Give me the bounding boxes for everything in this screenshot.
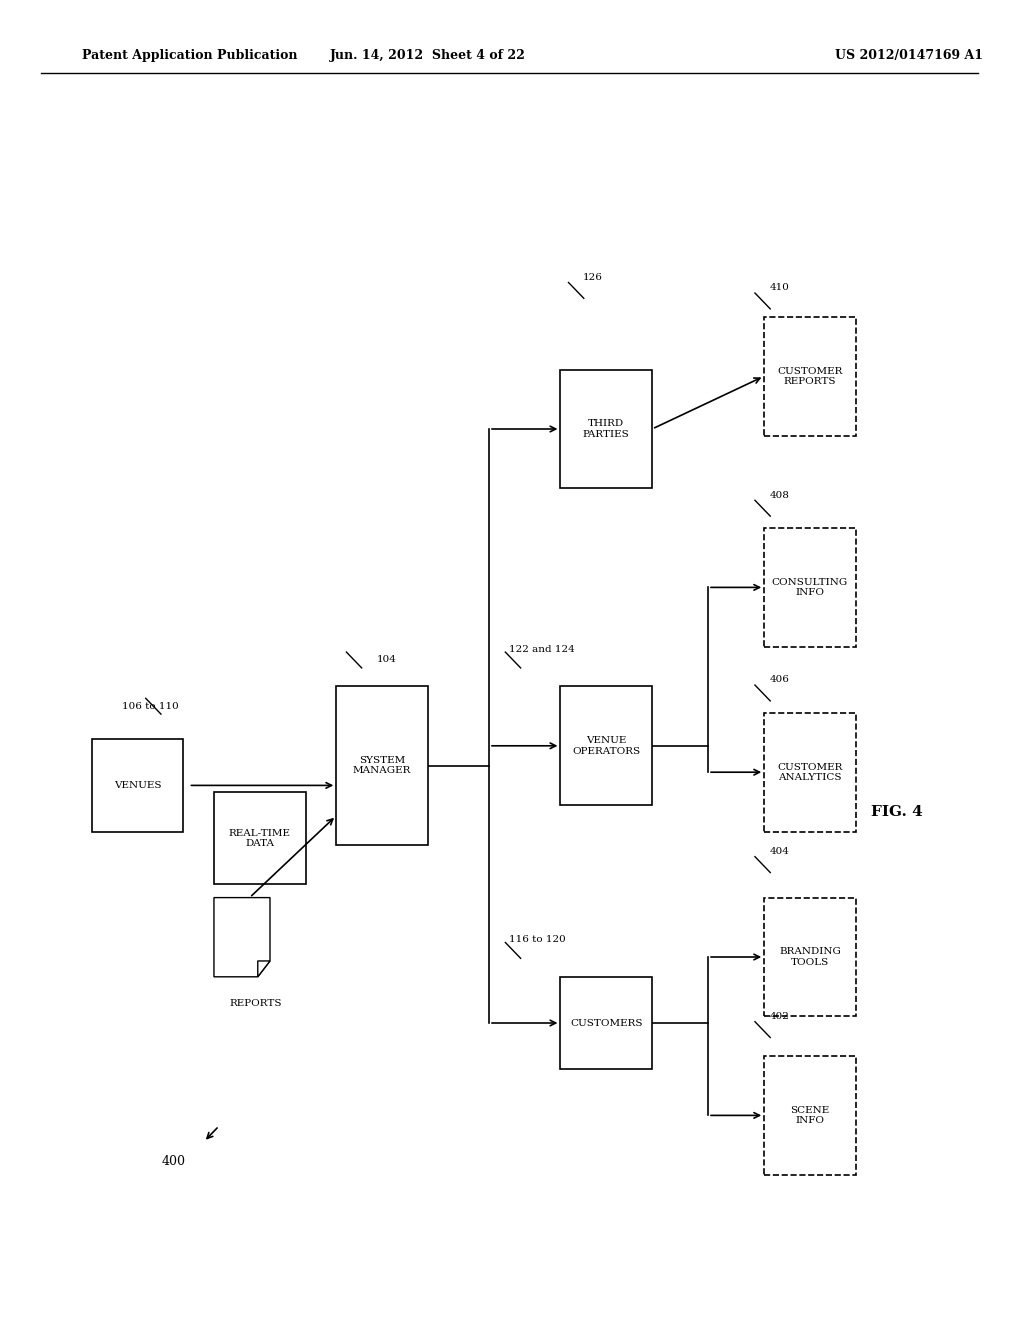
Text: 402: 402 bbox=[769, 1012, 790, 1020]
Polygon shape bbox=[258, 961, 270, 977]
FancyBboxPatch shape bbox=[764, 713, 856, 832]
Text: SYSTEM
MANAGER: SYSTEM MANAGER bbox=[353, 756, 412, 775]
Text: US 2012/0147169 A1: US 2012/0147169 A1 bbox=[836, 49, 983, 62]
Text: 104: 104 bbox=[377, 656, 397, 664]
FancyBboxPatch shape bbox=[764, 317, 856, 436]
Text: Jun. 14, 2012  Sheet 4 of 22: Jun. 14, 2012 Sheet 4 of 22 bbox=[330, 49, 526, 62]
Text: 406: 406 bbox=[769, 676, 790, 684]
FancyBboxPatch shape bbox=[764, 1056, 856, 1175]
Text: FIG. 4: FIG. 4 bbox=[870, 805, 923, 818]
FancyBboxPatch shape bbox=[560, 977, 652, 1069]
FancyBboxPatch shape bbox=[336, 686, 428, 845]
FancyBboxPatch shape bbox=[214, 792, 305, 884]
Text: REPORTS: REPORTS bbox=[229, 999, 282, 1007]
Text: VENUE
OPERATORS: VENUE OPERATORS bbox=[572, 737, 640, 755]
Text: SCENE
INFO: SCENE INFO bbox=[791, 1106, 829, 1125]
Text: CUSTOMER
ANALYTICS: CUSTOMER ANALYTICS bbox=[777, 763, 843, 781]
Text: 122 and 124: 122 and 124 bbox=[509, 645, 575, 653]
FancyBboxPatch shape bbox=[560, 686, 652, 805]
Polygon shape bbox=[214, 898, 270, 977]
Text: CUSTOMER
REPORTS: CUSTOMER REPORTS bbox=[777, 367, 843, 385]
Text: 106 to 110: 106 to 110 bbox=[122, 702, 179, 710]
FancyBboxPatch shape bbox=[92, 739, 183, 832]
Text: BRANDING
TOOLS: BRANDING TOOLS bbox=[779, 948, 841, 966]
Text: THIRD
PARTIES: THIRD PARTIES bbox=[583, 420, 630, 438]
Text: 410: 410 bbox=[769, 284, 790, 292]
FancyBboxPatch shape bbox=[764, 898, 856, 1016]
Text: REAL-TIME
DATA: REAL-TIME DATA bbox=[228, 829, 291, 847]
Text: 126: 126 bbox=[583, 273, 603, 281]
Text: 400: 400 bbox=[161, 1155, 185, 1168]
Text: VENUES: VENUES bbox=[114, 781, 162, 789]
FancyBboxPatch shape bbox=[560, 370, 652, 488]
FancyBboxPatch shape bbox=[764, 528, 856, 647]
Text: Patent Application Publication: Patent Application Publication bbox=[82, 49, 297, 62]
Text: CUSTOMERS: CUSTOMERS bbox=[570, 1019, 642, 1027]
Text: CONSULTING
INFO: CONSULTING INFO bbox=[772, 578, 848, 597]
Text: 404: 404 bbox=[769, 847, 790, 855]
Text: 408: 408 bbox=[769, 491, 790, 499]
Text: 116 to 120: 116 to 120 bbox=[509, 936, 566, 944]
